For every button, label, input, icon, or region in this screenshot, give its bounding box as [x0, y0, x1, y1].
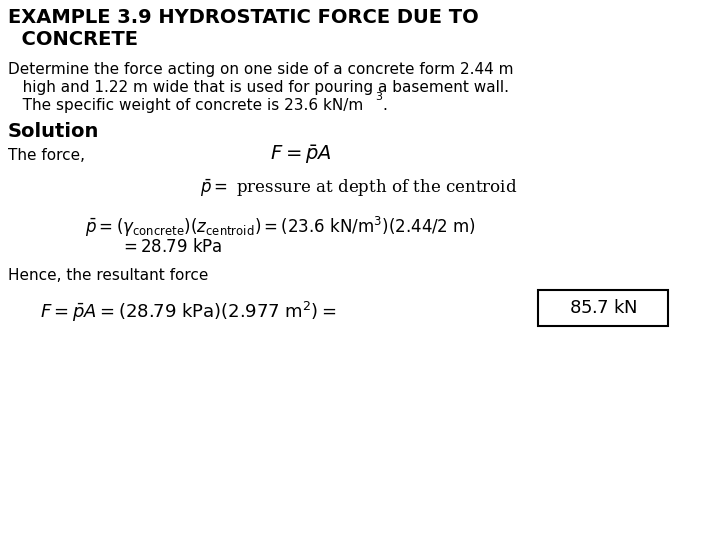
Text: $F = \bar{p}A$: $F = \bar{p}A$ — [270, 143, 331, 166]
Text: CONCRETE: CONCRETE — [8, 30, 138, 49]
Text: $F = \bar{p}A = (28.79\ \mathrm{kPa})(2.977\ \mathrm{m^2}) = $: $F = \bar{p}A = (28.79\ \mathrm{kPa})(2.… — [40, 300, 336, 324]
Text: Determine the force acting on one side of a concrete form 2.44 m: Determine the force acting on one side o… — [8, 62, 513, 77]
Text: The force,: The force, — [8, 148, 85, 163]
Text: $85.7\ \mathrm{kN}$: $85.7\ \mathrm{kN}$ — [569, 299, 637, 317]
Text: $\bar{p} = $ pressure at depth of the centroid: $\bar{p} = $ pressure at depth of the ce… — [200, 178, 517, 199]
Bar — [538, 290, 668, 326]
Text: The specific weight of concrete is 23.6 kN/m: The specific weight of concrete is 23.6 … — [8, 98, 364, 113]
Text: $\bar{p} = (\gamma_{\mathrm{concrete}})(z_{\mathrm{centroid}}) = (23.6\ \mathrm{: $\bar{p} = (\gamma_{\mathrm{concrete}})(… — [85, 215, 476, 239]
Text: Solution: Solution — [8, 122, 99, 141]
Text: 3: 3 — [375, 92, 382, 102]
Text: .: . — [382, 98, 387, 113]
Text: EXAMPLE 3.9 HYDROSTATIC FORCE DUE TO: EXAMPLE 3.9 HYDROSTATIC FORCE DUE TO — [8, 8, 479, 27]
Text: Hence, the resultant force: Hence, the resultant force — [8, 268, 208, 283]
Text: $= 28.79\ \mathrm{kPa}$: $= 28.79\ \mathrm{kPa}$ — [120, 238, 222, 256]
Text: high and 1.22 m wide that is used for pouring a basement wall.: high and 1.22 m wide that is used for po… — [8, 80, 509, 95]
